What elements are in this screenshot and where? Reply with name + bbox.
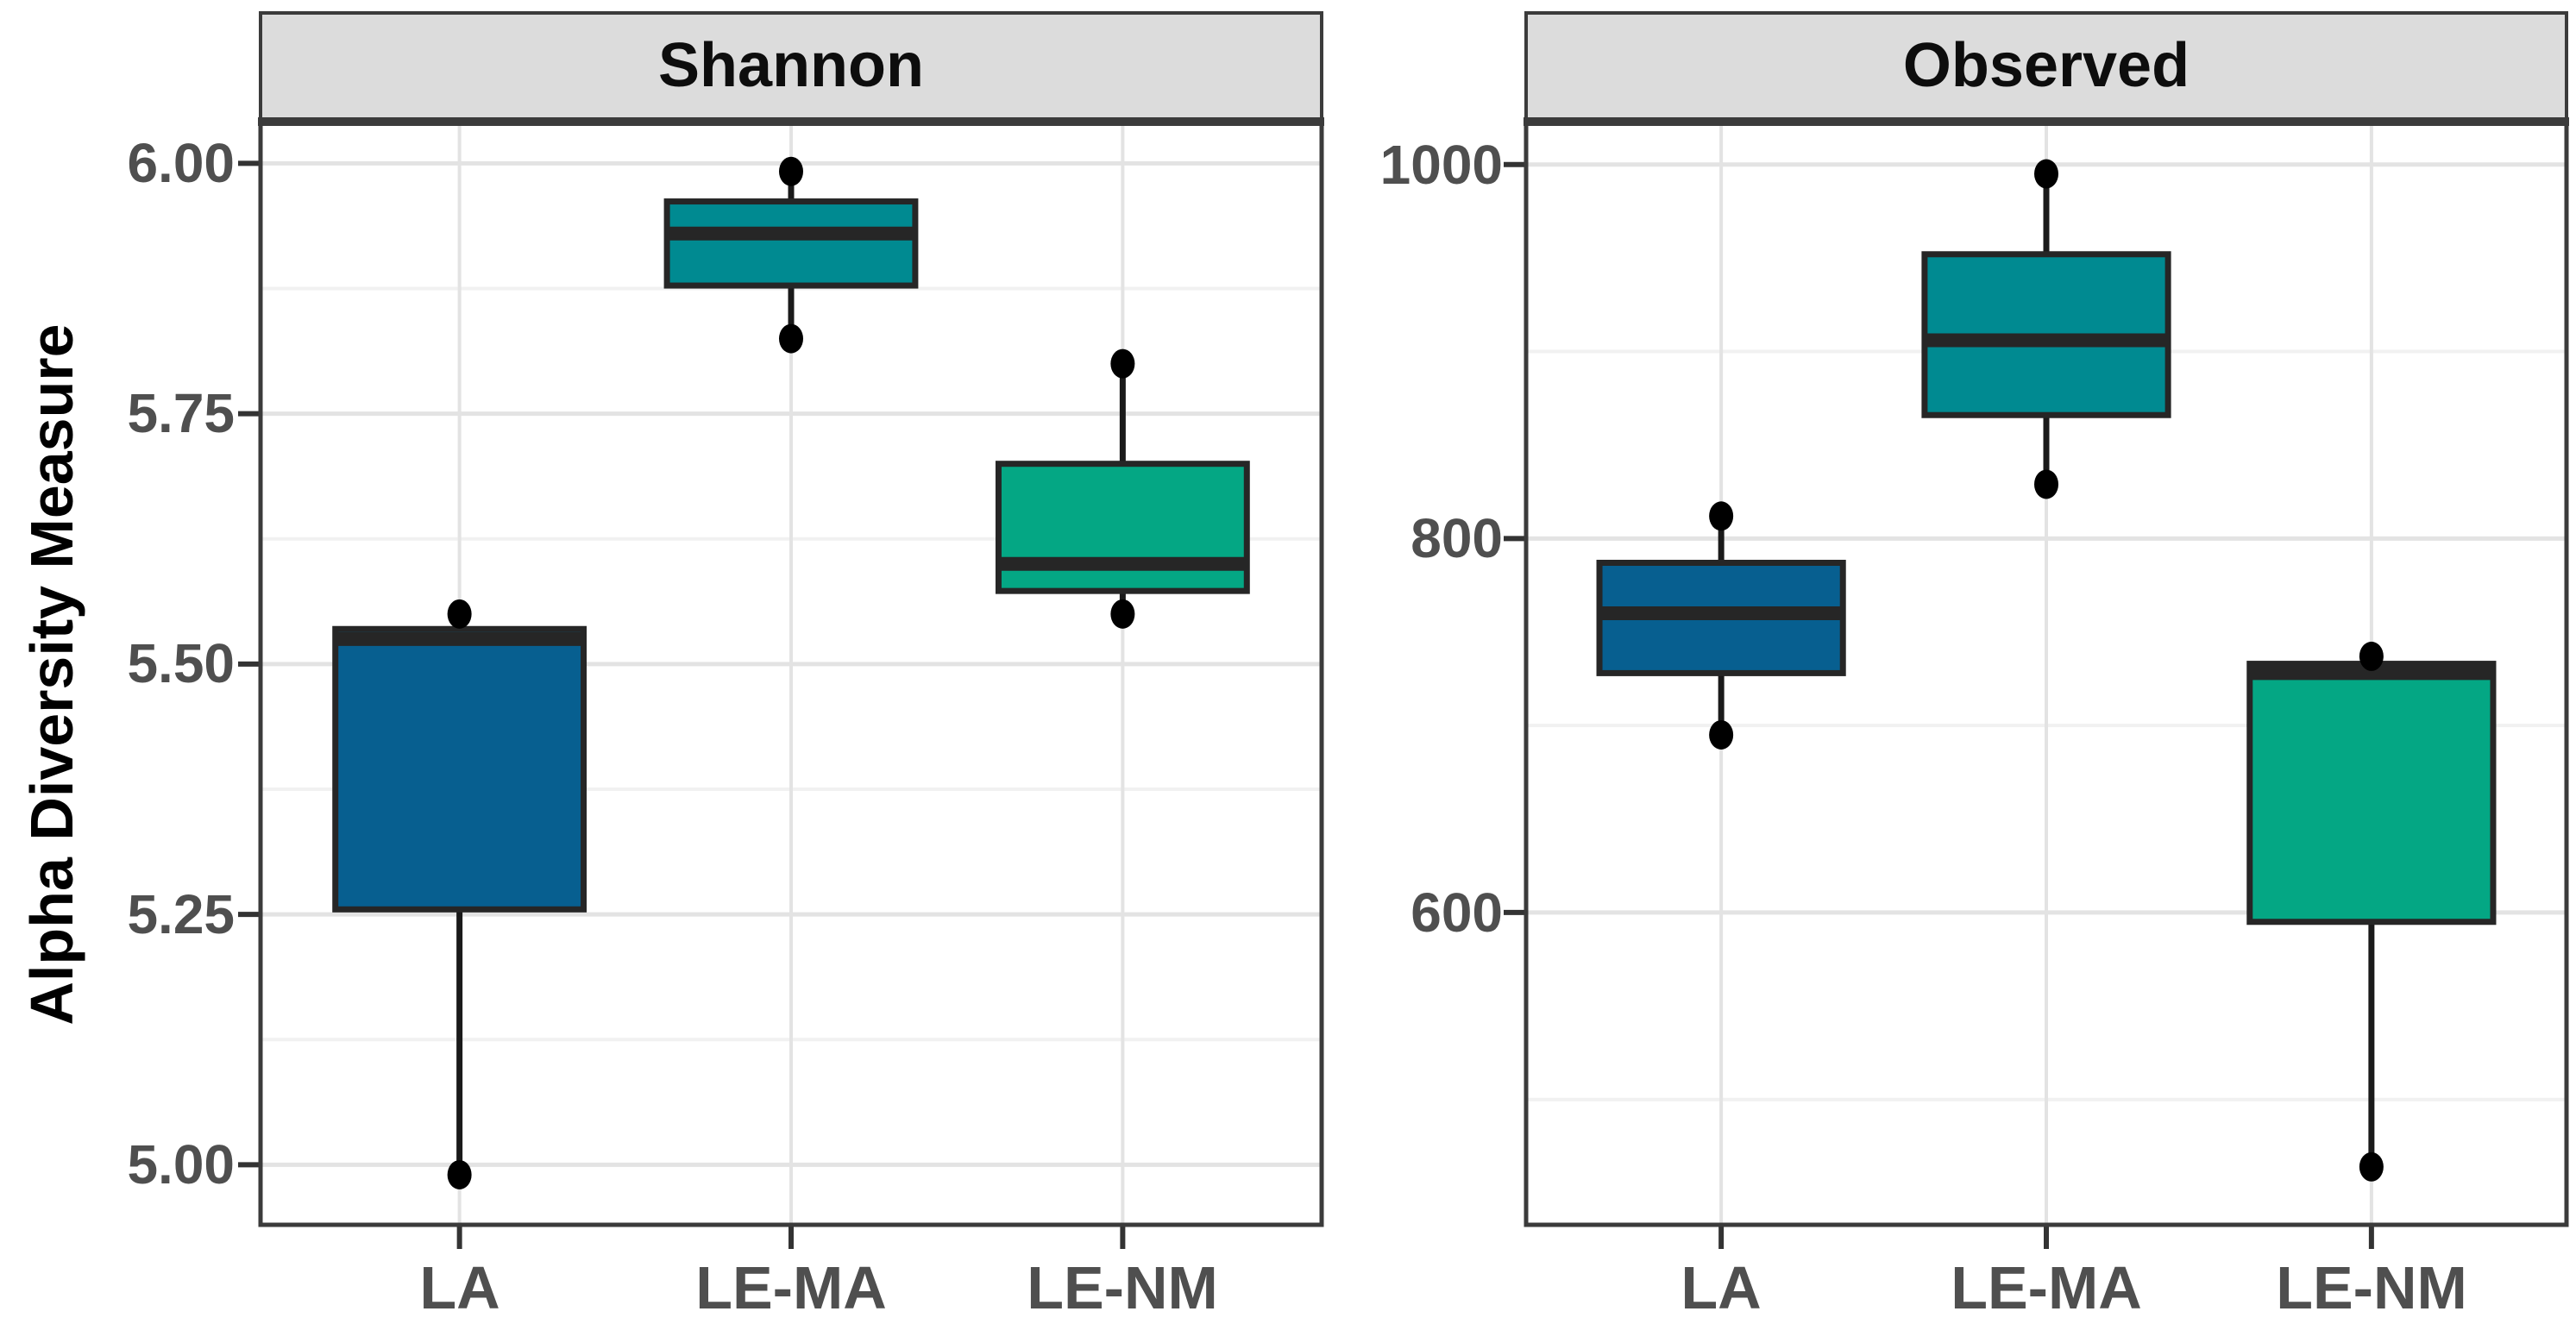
x-category-label-le-ma-shannon: LE-MA [695, 1254, 887, 1321]
x-category-label-le-ma-observed: LE-MA [1951, 1254, 2142, 1321]
y-tick-label-5.75: 5.75 [127, 382, 235, 444]
x-category-label-la-observed: LA [1681, 1254, 1762, 1321]
data-point-le-nm-shannon [1110, 348, 1135, 379]
facet-strip-shannon [259, 11, 1323, 121]
y-tick-label-5.25: 5.25 [127, 883, 235, 945]
y-tick-label-600: 600 [1411, 882, 1503, 944]
panel-border-observed [1524, 121, 2569, 1227]
data-point-le-nm-observed [2359, 641, 2384, 671]
data-point-le-ma-shannon [779, 156, 803, 186]
data-point-la-observed [1709, 719, 1734, 750]
facet-strip-title-shannon: Shannon [658, 31, 924, 100]
data-point-le-ma-observed [2034, 469, 2058, 499]
x-category-label-le-nm-observed: LE-NM [2276, 1254, 2467, 1321]
y-tick-label-6.00: 6.00 [127, 132, 235, 194]
y-tick-label-5.50: 5.50 [127, 632, 235, 694]
facet-strip-title-observed: Observed [1902, 31, 2190, 100]
x-category-label-le-nm-shannon: LE-NM [1027, 1254, 1218, 1321]
data-point-le-nm-observed [2359, 1151, 2384, 1182]
box-la-shannon [332, 625, 587, 913]
data-point-le-ma-observed [2034, 159, 2058, 189]
y-tick-label-1000: 1000 [1379, 134, 1503, 196]
panel-border-shannon [258, 121, 1324, 1227]
data-point-la-shannon [447, 1159, 472, 1189]
data-point-le-ma-shannon [779, 323, 803, 354]
data-point-la-shannon [447, 599, 472, 629]
x-category-label-la-shannon: LA [419, 1254, 500, 1321]
box-le-ma-shannon [663, 198, 919, 289]
y-tick-label-5.00: 5.00 [127, 1133, 235, 1195]
y-tick-label-800: 800 [1411, 507, 1503, 569]
box-le-nm-observed [2246, 661, 2497, 926]
data-point-le-nm-shannon [1110, 599, 1135, 629]
data-point-la-observed [1709, 501, 1734, 531]
box-le-nm-shannon [995, 461, 1250, 594]
